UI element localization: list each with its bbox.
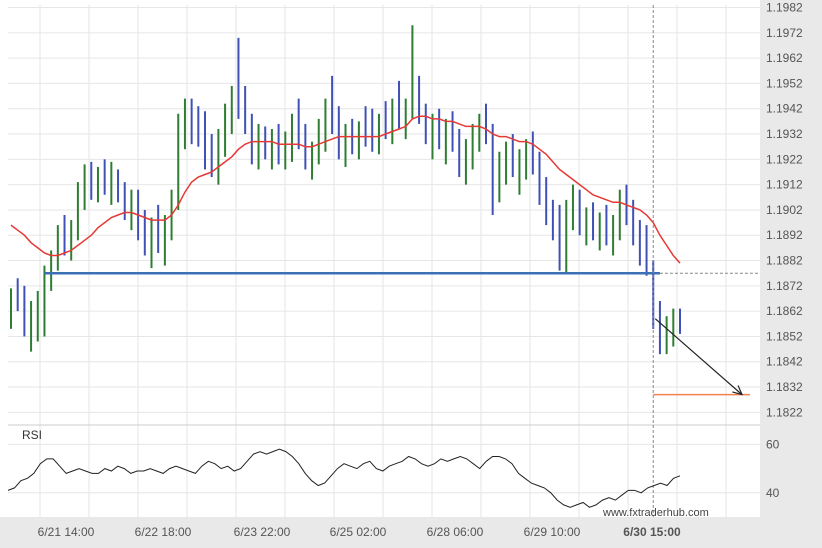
y-tick-label: 1.1892 [766, 228, 803, 242]
price-panel [10, 5, 760, 517]
projection-arrow [654, 318, 743, 396]
grid-lines [8, 5, 760, 517]
y-tick-label: 1.1932 [766, 127, 803, 141]
rsi-panel [7, 448, 681, 508]
y-tick-label: 1.1822 [766, 405, 803, 419]
y-tick-label: 1.1982 [766, 1, 803, 15]
y-tick-label: 1.1862 [766, 304, 803, 318]
x-axis-panel [0, 517, 822, 548]
y-tick-label: 1.1872 [766, 279, 803, 293]
axes: 1.1982 1.1972 1.1962 1.1952 1.1942 1.1932 1.19… [38, 1, 803, 539]
y-tick-label: 1.1952 [766, 76, 803, 90]
rsi-tick-label: 40 [766, 486, 780, 500]
y-tick-label: 1.1942 [766, 102, 803, 116]
x-tick-label: 6/28 06:00 [427, 525, 484, 539]
y-tick-label: 1.1972 [766, 26, 803, 40]
y-tick-label: 1.1922 [766, 152, 803, 166]
x-tick-label: 6/21 14:00 [38, 525, 95, 539]
x-tick-label: 6/30 15:00 [623, 525, 681, 539]
y-tick-label: 1.1832 [766, 380, 803, 394]
x-tick-label: 6/23 22:00 [234, 525, 291, 539]
y-tick-label: 1.1842 [766, 355, 803, 369]
y-tick-label: 1.1852 [766, 329, 803, 343]
rsi-line [7, 448, 681, 508]
x-tick-label: 6/25 02:00 [330, 525, 387, 539]
x-tick-label: 6/29 10:00 [524, 525, 581, 539]
y-tick-label: 1.1882 [766, 254, 803, 268]
y-tick-label: 1.1962 [766, 51, 803, 65]
x-tick-label: 6/22 18:00 [135, 525, 192, 539]
y-tick-label: 1.1902 [766, 203, 803, 217]
rsi-panel-label: RSI [22, 428, 42, 442]
moving-average-line [10, 115, 681, 264]
rsi-tick-label: 60 [766, 437, 780, 451]
y-tick-label: 1.1912 [766, 178, 803, 192]
projection-arrowhead [732, 385, 744, 396]
y-axis-panel [760, 0, 822, 548]
watermark-text: www.fxtraderhub.com [602, 507, 709, 519]
